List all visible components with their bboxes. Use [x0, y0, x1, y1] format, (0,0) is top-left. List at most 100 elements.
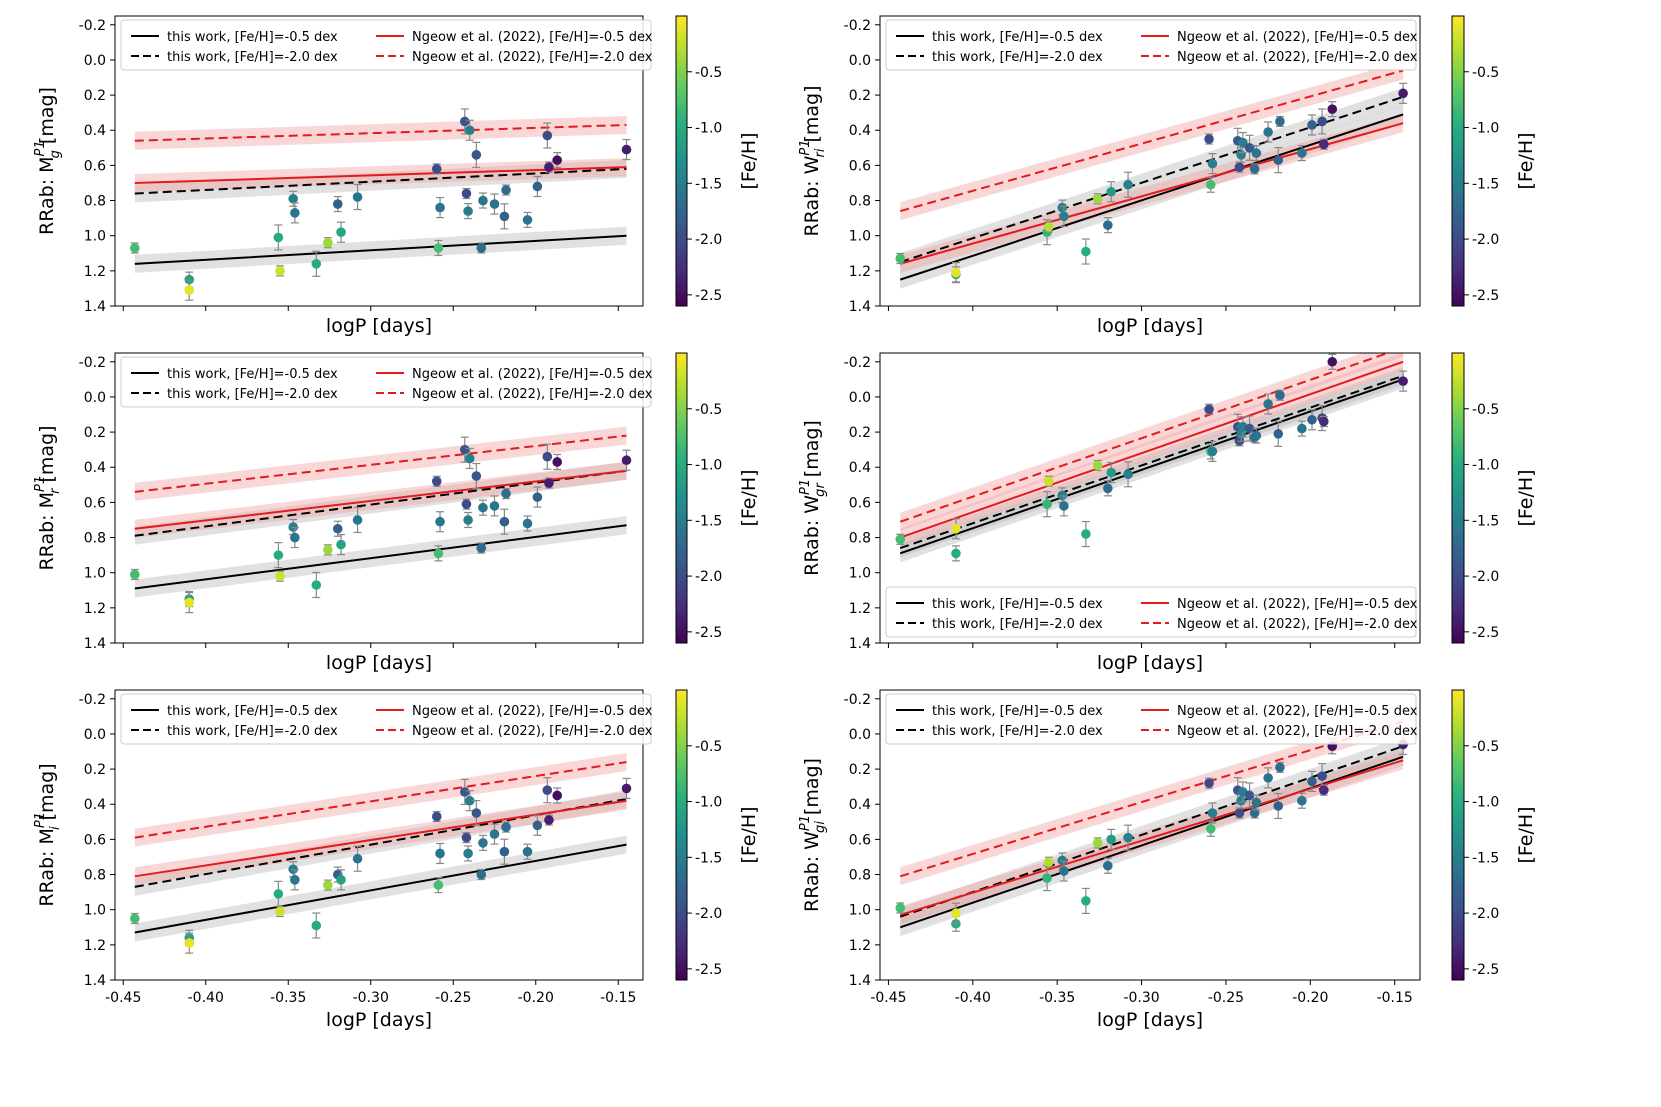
- y-ticks: -0.2 0.0 0.2 0.4 0.6 0.8 1.0 1.2 1.4: [844, 18, 880, 315]
- plot-area: [895, 353, 1408, 563]
- y-axis-label-sub: r: [48, 487, 63, 494]
- legend: this work, [Fe/H]=-0.5 dex this work, [Fe…: [885, 586, 1418, 638]
- legend-label: Ngeow et al. (2022), [Fe/H]=-0.5 dex: [412, 30, 653, 45]
- data-point: [290, 532, 300, 543]
- panel-middle-right: -0.2 0.0 0.2 0.4 0.6 0.8 1.0 1.2 1.4 logP [days] R…: [798, 352, 1537, 674]
- y-axis-label-unit: [mag]: [36, 763, 58, 820]
- colorbar-tick-label: -1.5: [695, 176, 722, 192]
- data-point: [1317, 771, 1327, 781]
- data-point: [431, 476, 442, 487]
- data-point: [1275, 390, 1285, 400]
- data-point: [951, 908, 961, 919]
- legend: this work, [Fe/H]=-0.5 dex this work, [Fe…: [885, 19, 1418, 71]
- this-work-band-feh-2.0: [900, 737, 1404, 926]
- this-work-line-feh-2.0: [899, 374, 1404, 550]
- x-axis-label: logP [days]: [326, 1009, 432, 1031]
- data-point: [951, 523, 961, 534]
- data-point: [478, 502, 488, 513]
- y-axis-label-sup: P1: [798, 139, 813, 155]
- data-point: [895, 253, 906, 264]
- y-tick-label: 0.2: [84, 762, 106, 778]
- data-point: [336, 227, 346, 237]
- y-tick-label: 0.6: [849, 158, 871, 174]
- legend-label: Ngeow et al. (2022), [Fe/H]=-0.5 dex: [1177, 704, 1418, 719]
- data-point: [1244, 423, 1255, 434]
- y-tick-label: 0.0: [849, 390, 871, 406]
- legend-label: this work, [Fe/H]=-2.0 dex: [932, 724, 1103, 739]
- data-point: [1106, 467, 1116, 478]
- y-axis-label-sub: gr: [813, 482, 828, 497]
- colorbar: -0.5 -1.0 -1.5 -2.0 -2.5 [Fe/H]: [675, 689, 760, 981]
- data-point: [463, 515, 473, 525]
- data-point: [1092, 838, 1103, 848]
- legend: this work, [Fe/H]=-0.5 dex this work, [Fe…: [120, 356, 653, 408]
- colorbar-tick-label: -0.5: [1472, 65, 1499, 81]
- plot-area: [895, 712, 1408, 937]
- panel-top-right: -0.2 0.0 0.2 0.4 0.6 0.8 1.0 1.2 1.4 logP [days] R…: [798, 15, 1537, 337]
- y-tick-label: 1.2: [849, 938, 871, 954]
- x-tick-label: -0.15: [600, 990, 636, 1006]
- panel-top-left: -0.2 0.0 0.2 0.4 0.6 0.8 1.0 1.2 1.4 logP [days] R…: [33, 15, 760, 337]
- this-work-band-feh-2.0: [134, 789, 627, 896]
- y-tick-label: -0.2: [844, 692, 871, 708]
- legend: this work, [Fe/H]=-0.5 dex this work, [Fe…: [120, 19, 653, 71]
- data-point: [1238, 137, 1248, 148]
- this-work-band-feh-2.0: [900, 87, 1404, 272]
- legend-label: Ngeow et al. (2022), [Fe/H]=-2.0 dex: [412, 724, 653, 739]
- data-point: [1275, 762, 1285, 773]
- data-point: [621, 783, 632, 794]
- data-point: [352, 192, 363, 202]
- data-point: [1207, 808, 1218, 818]
- data-point: [478, 195, 488, 206]
- y-tick-label: 0.8: [849, 531, 871, 547]
- y-axis-label-sup: P1: [33, 140, 48, 156]
- legend-label: this work, [Fe/H]=-0.5 dex: [932, 597, 1103, 612]
- data-point: [542, 451, 553, 462]
- colorbar-tick-label: -1.5: [695, 850, 722, 866]
- colorbar-gradient: [1451, 15, 1465, 307]
- panel-bottom-left: -0.20.00.20.40.60.81.01.21.4-0.45 -0.40 -0…: [33, 689, 760, 1031]
- colorbar: -0.5 -1.0 -1.5 -2.0 -2.5 [Fe/H]: [1451, 15, 1537, 307]
- data-point: [621, 455, 632, 466]
- y-tick-label: 0.0: [84, 53, 106, 69]
- x-axis-label: logP [days]: [326, 315, 432, 337]
- data-point: [476, 543, 487, 553]
- legend-box: [885, 586, 1417, 638]
- data-point: [501, 185, 511, 195]
- data-point: [1106, 186, 1116, 197]
- data-point: [460, 116, 470, 127]
- ngeow-band-feh-2.0: [900, 61, 1404, 221]
- ngeow-line-feh-2.0: [134, 123, 627, 142]
- data-point: [522, 215, 533, 225]
- axes-frame: [114, 352, 644, 644]
- data-point: [1207, 158, 1218, 169]
- colorbar-tick-label: -0.5: [1472, 739, 1499, 755]
- data-point: [1251, 430, 1262, 441]
- y-tick-label: 0.2: [84, 425, 106, 441]
- data-point: [1297, 795, 1307, 806]
- colorbar-tick-label: -1.0: [1472, 458, 1499, 474]
- y-tick-label: 0.4: [84, 460, 106, 476]
- y-tick-label: 1.0: [849, 903, 871, 919]
- x-tick-label: -0.20: [518, 990, 554, 1006]
- data-point: [433, 548, 444, 559]
- data-point: [951, 267, 961, 278]
- y-axis-label-sup: P1: [33, 812, 48, 828]
- colorbar-tick-label: -2.0: [1472, 906, 1499, 922]
- legend-label: this work, [Fe/H]=-0.5 dex: [167, 367, 338, 382]
- y-axis-label: RRab: MP1r [mag]: [33, 425, 63, 570]
- x-axis-label: logP [days]: [1097, 315, 1203, 337]
- colorbar-tick-label: -0.5: [695, 739, 722, 755]
- colorbar-tick-label: -1.0: [1472, 121, 1499, 137]
- data-point: [501, 488, 511, 499]
- y-ticks: -0.2 0.0 0.2 0.4 0.6 0.8 1.0 1.2 1.4: [79, 18, 115, 315]
- data-point: [332, 523, 343, 534]
- y-tick-label: 1.2: [84, 264, 106, 280]
- y-ticks: -0.2 0.0 0.2 0.4 0.6 0.8 1.0 1.2 1.4: [844, 355, 880, 652]
- data-point: [522, 846, 533, 857]
- axes-frame: [114, 15, 644, 307]
- data-point: [1263, 773, 1273, 783]
- x-tick-label: -0.45: [105, 990, 141, 1006]
- y-tick-label: 1.0: [849, 566, 871, 582]
